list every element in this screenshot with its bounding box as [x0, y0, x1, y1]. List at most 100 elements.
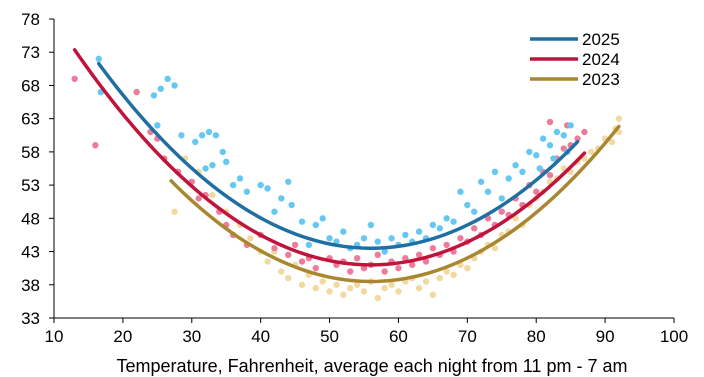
- scatter-point: [536, 165, 542, 171]
- x-tick-label: 80: [527, 327, 546, 346]
- scatter-point: [416, 285, 422, 291]
- scatter-point: [326, 288, 332, 294]
- scatter-point: [547, 142, 553, 148]
- scatter-point: [471, 208, 477, 214]
- scatter-point: [457, 235, 463, 241]
- scatter-point: [96, 56, 102, 62]
- scatter-point: [492, 169, 498, 175]
- scatter-point: [220, 149, 226, 155]
- scatter-point: [278, 195, 284, 201]
- scatter-point: [464, 202, 470, 208]
- scatter-point: [299, 218, 305, 224]
- scatter-point: [171, 82, 177, 88]
- scatter-point: [616, 115, 622, 121]
- scatter-point: [202, 165, 208, 171]
- scatter-point: [347, 285, 353, 291]
- scatter-point: [313, 222, 319, 228]
- scatter-point: [361, 288, 367, 294]
- x-tick-label: 100: [660, 327, 688, 346]
- scatter-point: [547, 172, 553, 178]
- scatter-point: [443, 242, 449, 248]
- scatter-point: [92, 142, 98, 148]
- scatter-point: [319, 278, 325, 284]
- x-tick-label: 30: [182, 327, 201, 346]
- scatter-point: [430, 292, 436, 298]
- x-tick-label: 50: [320, 327, 339, 346]
- scatter-point: [223, 159, 229, 165]
- scatter-point: [499, 208, 505, 214]
- scatter-point: [199, 132, 205, 138]
- scatter-point: [340, 292, 346, 298]
- x-tick-label: 20: [113, 327, 132, 346]
- y-tick-label: 53: [21, 176, 40, 195]
- scatter-point: [237, 175, 243, 181]
- scatter-point: [319, 215, 325, 221]
- scatter-point: [485, 189, 491, 195]
- scatter-point: [375, 252, 381, 258]
- scatter-point: [340, 228, 346, 234]
- scatter-point: [547, 119, 553, 125]
- scatter-point: [416, 228, 422, 234]
- scatter-point: [306, 242, 312, 248]
- scatter-point: [333, 282, 339, 288]
- scatter-point: [540, 135, 546, 141]
- scatter-point: [299, 258, 305, 264]
- y-tick-labels: 33384348535863687378: [21, 10, 54, 328]
- scatter-point: [402, 232, 408, 238]
- scatter-point: [158, 86, 164, 92]
- scatter-point: [471, 225, 477, 231]
- scatter-point: [213, 132, 219, 138]
- scatter-point: [561, 132, 567, 138]
- scatter-point: [264, 258, 270, 264]
- x-tick-label: 40: [251, 327, 270, 346]
- scatter-point: [313, 265, 319, 271]
- x-tick-labels: 10 20 30 40 50 60 70 80 90 100: [45, 318, 689, 346]
- scatter-point: [395, 288, 401, 294]
- scatter-point: [381, 285, 387, 291]
- scatter-point: [206, 129, 212, 135]
- scatter-point: [154, 122, 160, 128]
- scatter-point: [285, 179, 291, 185]
- legend-label-2024: 2024: [582, 50, 620, 69]
- scatter-point: [257, 182, 263, 188]
- scatter-point: [554, 129, 560, 135]
- legend-label-2025: 2025: [582, 30, 620, 49]
- x-axis-title: Temperature, Fahrenheit, average each ni…: [117, 356, 628, 376]
- y-tick-label: 38: [21, 276, 40, 295]
- scatter-point: [437, 275, 443, 281]
- scatter-point: [285, 275, 291, 281]
- scatter-point: [519, 169, 525, 175]
- y-tick-label: 73: [21, 43, 40, 62]
- x-tick-label: 70: [458, 327, 477, 346]
- scatter-point: [71, 76, 77, 82]
- scatter-point: [164, 76, 170, 82]
- scatter-point: [395, 265, 401, 271]
- scatter-point: [368, 222, 374, 228]
- scatter-point: [423, 278, 429, 284]
- scatter-point: [499, 195, 505, 201]
- scatter-point: [264, 185, 270, 191]
- scatter-point: [430, 245, 436, 251]
- scatter-point: [457, 189, 463, 195]
- scatter-point: [247, 235, 253, 241]
- scatter-point: [581, 129, 587, 135]
- scatter-point: [133, 89, 139, 95]
- x-tick-label: 90: [596, 327, 615, 346]
- fit-curves: [75, 50, 619, 282]
- scatter-point: [443, 215, 449, 221]
- scatter-point: [450, 218, 456, 224]
- scatter-point: [151, 92, 157, 98]
- y-tick-label: 33: [21, 309, 40, 328]
- points-2025: [96, 56, 574, 255]
- scatter-point: [354, 255, 360, 261]
- scatter-point: [567, 122, 573, 128]
- y-tick-label: 68: [21, 76, 40, 95]
- scatter-point: [278, 268, 284, 274]
- y-tick-label: 63: [21, 110, 40, 129]
- scatter-point: [326, 235, 332, 241]
- scatter-point: [209, 162, 215, 168]
- scatter-point: [313, 285, 319, 291]
- scatter-point: [437, 225, 443, 231]
- scatter-point: [478, 179, 484, 185]
